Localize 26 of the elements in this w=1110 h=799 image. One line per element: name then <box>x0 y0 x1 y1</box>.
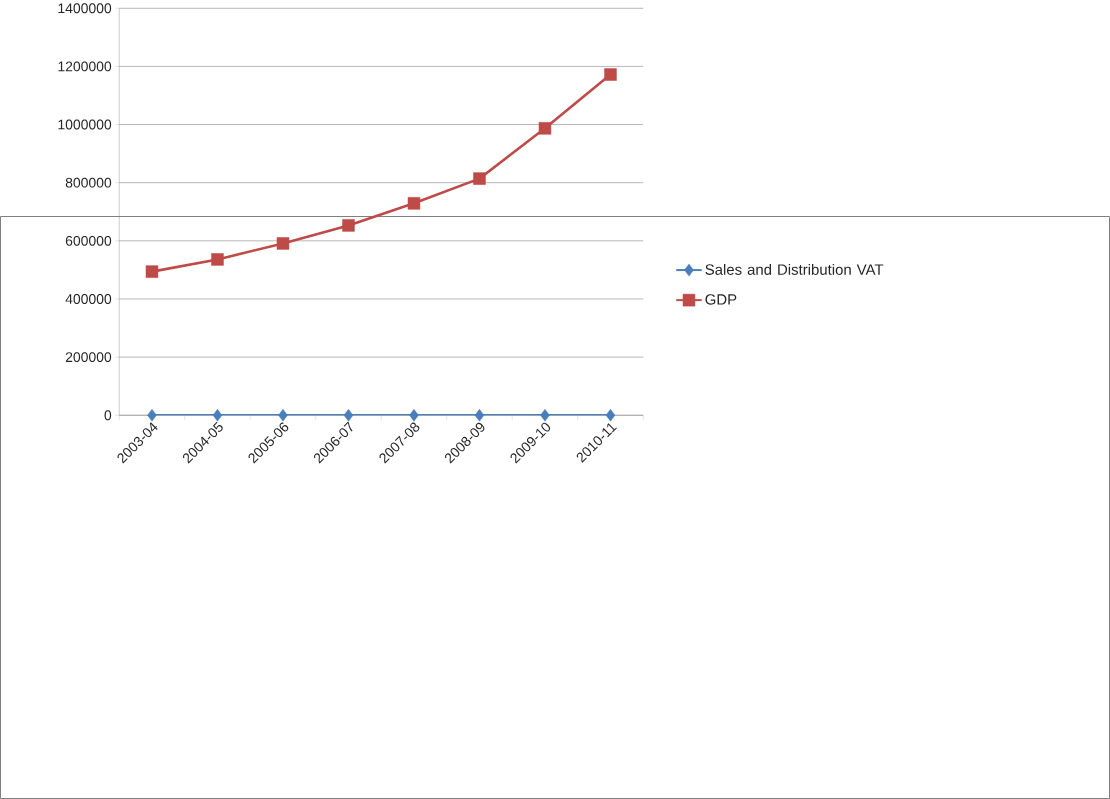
y-tick-label: 1400000 <box>58 3 112 14</box>
point <box>145 265 159 278</box>
y-tick-label: 1200000 <box>58 61 112 72</box>
y-tick-label: 0 <box>104 410 112 421</box>
point <box>604 68 617 81</box>
y-tick-label: 400000 <box>65 294 112 304</box>
point <box>343 409 354 422</box>
point <box>473 172 486 185</box>
point <box>407 197 421 210</box>
point <box>540 409 550 422</box>
point <box>605 409 616 422</box>
legend-label: Sales and Distribution VAT <box>705 263 884 275</box>
point <box>212 409 223 422</box>
y-tick-label: 1000000 <box>58 119 112 130</box>
point <box>342 219 355 232</box>
point <box>211 253 224 266</box>
point <box>278 409 288 422</box>
y-tick-label: 600000 <box>65 235 112 246</box>
y-tick-label: 200000 <box>65 352 112 363</box>
y-tick-label: 800000 <box>65 177 112 188</box>
point <box>538 122 552 135</box>
point <box>409 409 419 422</box>
point <box>474 409 485 422</box>
point <box>276 237 290 250</box>
point <box>147 409 157 422</box>
legend-label: GDP <box>705 294 737 305</box>
